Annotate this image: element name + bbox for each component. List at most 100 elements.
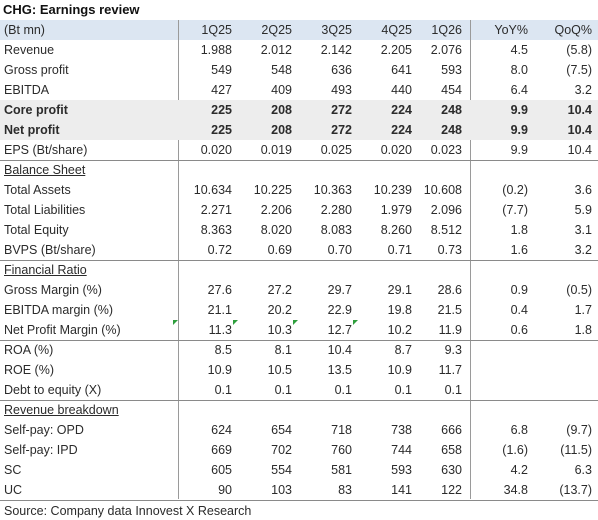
cell-value: 8.1 bbox=[274, 343, 292, 357]
cell-value: 3.2 bbox=[574, 243, 592, 257]
row-highlight bbox=[0, 120, 598, 140]
cell-value: 0.023 bbox=[430, 143, 462, 157]
column-divider bbox=[470, 20, 471, 499]
cell-value: 0.025 bbox=[320, 143, 352, 157]
cell-value: 10.634 bbox=[193, 183, 232, 197]
cell-value: 4.2 bbox=[510, 463, 528, 477]
cell-marker bbox=[353, 320, 358, 325]
cell-value: 744 bbox=[391, 443, 412, 457]
cell-value: 8.020 bbox=[260, 223, 292, 237]
cell-value: 12.7 bbox=[327, 323, 352, 337]
cell-value: 427 bbox=[211, 83, 232, 97]
cell-value: 6.4 bbox=[510, 83, 528, 97]
cell-value: 122 bbox=[441, 483, 462, 497]
cell-value: 10.4 bbox=[327, 343, 352, 357]
row-highlight bbox=[0, 100, 598, 120]
cell-value: (7.5) bbox=[566, 63, 592, 77]
row-label: ROA (%) bbox=[4, 343, 54, 357]
section-title: Revenue breakdown bbox=[4, 403, 119, 417]
row-label: Total Liabilities bbox=[4, 203, 86, 217]
section-divider bbox=[0, 160, 598, 161]
cell-value: 636 bbox=[331, 63, 352, 77]
cell-value: 103 bbox=[271, 483, 292, 497]
cell-value: 593 bbox=[391, 463, 412, 477]
cell-value: 718 bbox=[331, 423, 352, 437]
cell-value: 248 bbox=[441, 123, 462, 137]
cell-value: 593 bbox=[441, 63, 462, 77]
cell-value: 658 bbox=[441, 443, 462, 457]
cell-value: 90 bbox=[218, 483, 232, 497]
cell-value: 0.6 bbox=[510, 323, 528, 337]
cell-value: 0.70 bbox=[327, 243, 352, 257]
cell-value: 0.1 bbox=[444, 383, 462, 397]
cell-value: 581 bbox=[331, 463, 352, 477]
row-label: Total Equity bbox=[4, 223, 69, 237]
row-label: EBITDA bbox=[4, 83, 50, 97]
cell-value: 8.5 bbox=[214, 343, 232, 357]
header-cell: (Bt mn) bbox=[4, 23, 45, 37]
cell-value: 5.9 bbox=[574, 203, 592, 217]
cell-value: 0.72 bbox=[207, 243, 232, 257]
section-divider bbox=[0, 400, 598, 401]
row-label: Net profit bbox=[4, 123, 60, 137]
cell-value: 1.6 bbox=[510, 243, 528, 257]
cell-value: 248 bbox=[441, 103, 462, 117]
cell-value: 2.271 bbox=[200, 203, 232, 217]
cell-value: 19.8 bbox=[387, 303, 412, 317]
cell-value: 666 bbox=[441, 423, 462, 437]
cell-value: (5.8) bbox=[566, 43, 592, 57]
cell-value: 702 bbox=[271, 443, 292, 457]
row-label: Self-pay: IPD bbox=[4, 443, 78, 457]
cell-value: 0.71 bbox=[387, 243, 412, 257]
cell-value: 738 bbox=[391, 423, 412, 437]
cell-value: 0.9 bbox=[510, 283, 528, 297]
cell-value: (7.7) bbox=[502, 203, 528, 217]
cell-value: 2.012 bbox=[260, 43, 292, 57]
header-cell: 3Q25 bbox=[321, 23, 352, 37]
cell-value: 10.3 bbox=[267, 323, 292, 337]
cell-value: 28.6 bbox=[437, 283, 462, 297]
cell-value: 641 bbox=[391, 63, 412, 77]
cell-value: 225 bbox=[211, 123, 232, 137]
cell-value: 3.2 bbox=[574, 83, 592, 97]
cell-value: 409 bbox=[271, 83, 292, 97]
table-title: CHG: Earnings review bbox=[3, 2, 140, 17]
column-divider bbox=[178, 20, 179, 499]
cell-value: 0.020 bbox=[200, 143, 232, 157]
cell-value: 0.1 bbox=[214, 383, 232, 397]
cell-value: 9.9 bbox=[510, 123, 528, 137]
row-label: Core profit bbox=[4, 103, 68, 117]
source-note: Source: Company data Innovest X Research bbox=[4, 504, 252, 518]
cell-marker bbox=[293, 320, 298, 325]
cell-value: 9.9 bbox=[510, 103, 528, 117]
header-cell: YoY% bbox=[494, 23, 528, 37]
cell-value: 225 bbox=[211, 103, 232, 117]
cell-value: 10.2 bbox=[387, 323, 412, 337]
cell-marker bbox=[233, 320, 238, 325]
cell-value: 27.2 bbox=[267, 283, 292, 297]
cell-value: 224 bbox=[391, 103, 412, 117]
row-label: EPS (Bt/share) bbox=[4, 143, 88, 157]
cell-value: 10.4 bbox=[567, 143, 592, 157]
cell-value: 0.019 bbox=[260, 143, 292, 157]
cell-value: 3.1 bbox=[574, 223, 592, 237]
cell-value: (11.5) bbox=[560, 443, 592, 457]
section-title: Balance Sheet bbox=[4, 163, 86, 177]
header-background bbox=[0, 20, 598, 40]
cell-value: 493 bbox=[331, 83, 352, 97]
cell-value: 10.608 bbox=[423, 183, 462, 197]
cell-value: 27.6 bbox=[207, 283, 232, 297]
header-cell: QoQ% bbox=[554, 23, 592, 37]
row-label: UC bbox=[4, 483, 23, 497]
row-label: Gross profit bbox=[4, 63, 69, 77]
cell-value: 1.8 bbox=[574, 323, 592, 337]
cell-value: 10.9 bbox=[207, 363, 232, 377]
cell-value: 10.225 bbox=[253, 183, 292, 197]
cell-value: (9.7) bbox=[566, 423, 592, 437]
cell-value: 141 bbox=[391, 483, 412, 497]
cell-value: 549 bbox=[211, 63, 232, 77]
cell-value: 10.9 bbox=[387, 363, 412, 377]
cell-value: 0.73 bbox=[437, 243, 462, 257]
cell-value: 0.4 bbox=[510, 303, 528, 317]
